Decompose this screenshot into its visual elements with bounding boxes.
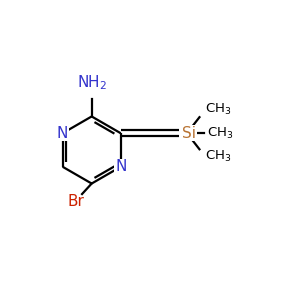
Text: N: N bbox=[57, 126, 68, 141]
Text: Br: Br bbox=[67, 194, 84, 208]
Text: CH$_3$: CH$_3$ bbox=[207, 126, 233, 141]
Text: CH$_3$: CH$_3$ bbox=[205, 149, 232, 164]
Text: NH$_2$: NH$_2$ bbox=[76, 73, 107, 92]
Text: CH$_3$: CH$_3$ bbox=[205, 102, 232, 117]
Text: Si: Si bbox=[182, 126, 196, 141]
Text: N: N bbox=[115, 159, 126, 174]
